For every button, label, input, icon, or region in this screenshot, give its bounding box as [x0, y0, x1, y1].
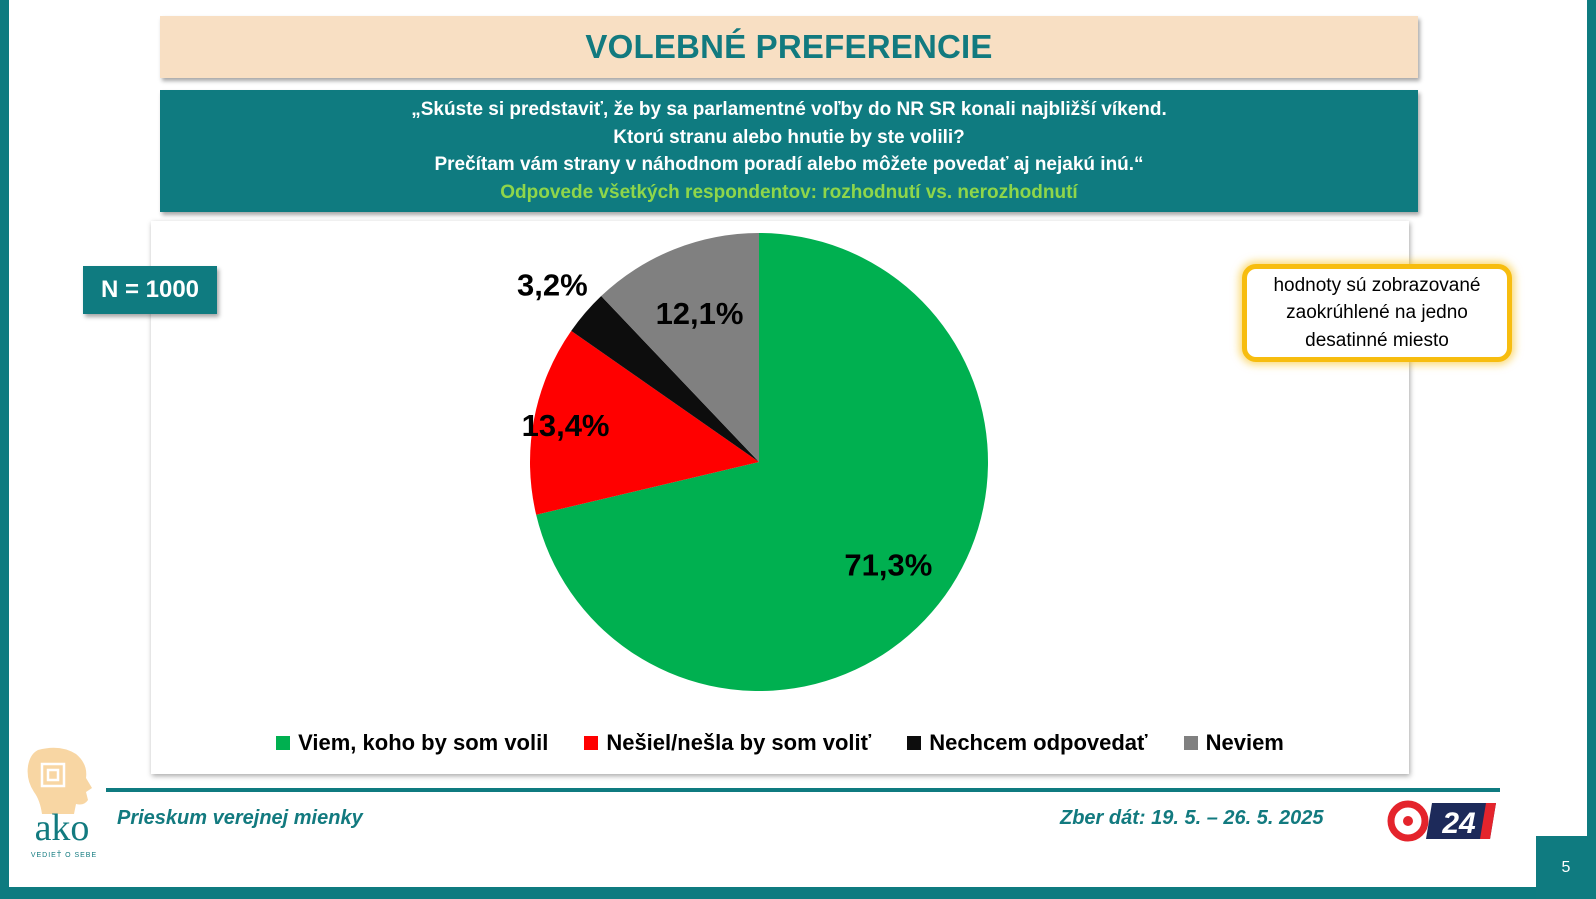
- legend-label-refused: Nechcem odpovedať: [929, 730, 1148, 755]
- pie-label-undecided: 12,1%: [656, 296, 744, 331]
- legend-item-undecided: Neviem: [1183, 730, 1284, 756]
- legend-item-refused: Nechcem odpovedať: [907, 730, 1148, 756]
- footer-survey-label: Prieskum verejnej mienky: [117, 807, 363, 829]
- tv-24-logo: 24: [1387, 800, 1496, 842]
- sample-size-badge: N = 1000: [83, 266, 217, 314]
- question-subtitle: Odpovede všetkých respondentov: rozhodnu…: [500, 181, 1078, 203]
- pie-slice-refused: [571, 296, 759, 462]
- pie-slices: [530, 233, 988, 691]
- pie-label-decided: 71,3%: [844, 547, 932, 582]
- title-banner: VOLEBNÉ PREFERENCIE: [160, 16, 1418, 78]
- question-banner: „Skúste si predstaviť, že by sa parlamen…: [160, 90, 1418, 212]
- footer-collection-dates: Zber dát: 19. 5. – 26. 5. 2025: [1060, 807, 1324, 829]
- ako-tagline: VEDIEŤ O SEBE: [31, 850, 97, 859]
- pie-label-refused: 3,2%: [517, 267, 588, 302]
- pie-slice-undecided: [601, 233, 759, 462]
- legend-label-undecided: Neviem: [1205, 730, 1284, 755]
- pie-slice-not-voting: [530, 330, 759, 515]
- page-number: 5: [1536, 836, 1596, 899]
- question-line-1: „Skúste si predstaviť, že by sa parlamen…: [411, 99, 1167, 120]
- tv-logo-text: 24: [1441, 807, 1476, 840]
- pie-label-not-voting: 13,4%: [522, 408, 610, 443]
- legend-item-decided: Viem, koho by som volil: [276, 730, 548, 756]
- chart-legend: Viem, koho by som volil Nešiel/nešla by …: [151, 727, 1409, 759]
- page-title: VOLEBNÉ PREFERENCIE: [585, 28, 993, 65]
- ako-logo: ako VEDIEŤ O SEBE: [27, 747, 97, 859]
- ako-logo-text: ako: [35, 807, 90, 849]
- footer-divider: [106, 788, 1500, 792]
- legend-swatch-not-voting: [584, 736, 599, 750]
- question-line-2: Ktorú stranu alebo hnutie by ste volili?: [613, 126, 965, 148]
- legend-label-not-voting: Nešiel/nešla by som voliť: [606, 730, 872, 755]
- legend-swatch-refused: [907, 736, 922, 750]
- pie-slice-decided: [536, 233, 988, 691]
- legend-swatch-decided: [276, 736, 291, 750]
- pie-labels: 71,3% 13,4% 3,2% 12,1%: [517, 267, 932, 582]
- legend-item-not-voting: Nešiel/nešla by som voliť: [584, 730, 871, 756]
- legend-swatch-undecided: [1183, 736, 1198, 750]
- rounding-note: hodnoty sú zobrazované zaokrúhlené na je…: [1242, 264, 1512, 362]
- question-line-3: Prečítam vám strany v náhodnom poradí al…: [434, 154, 1144, 175]
- legend-label-decided: Viem, koho by som volil: [298, 730, 549, 755]
